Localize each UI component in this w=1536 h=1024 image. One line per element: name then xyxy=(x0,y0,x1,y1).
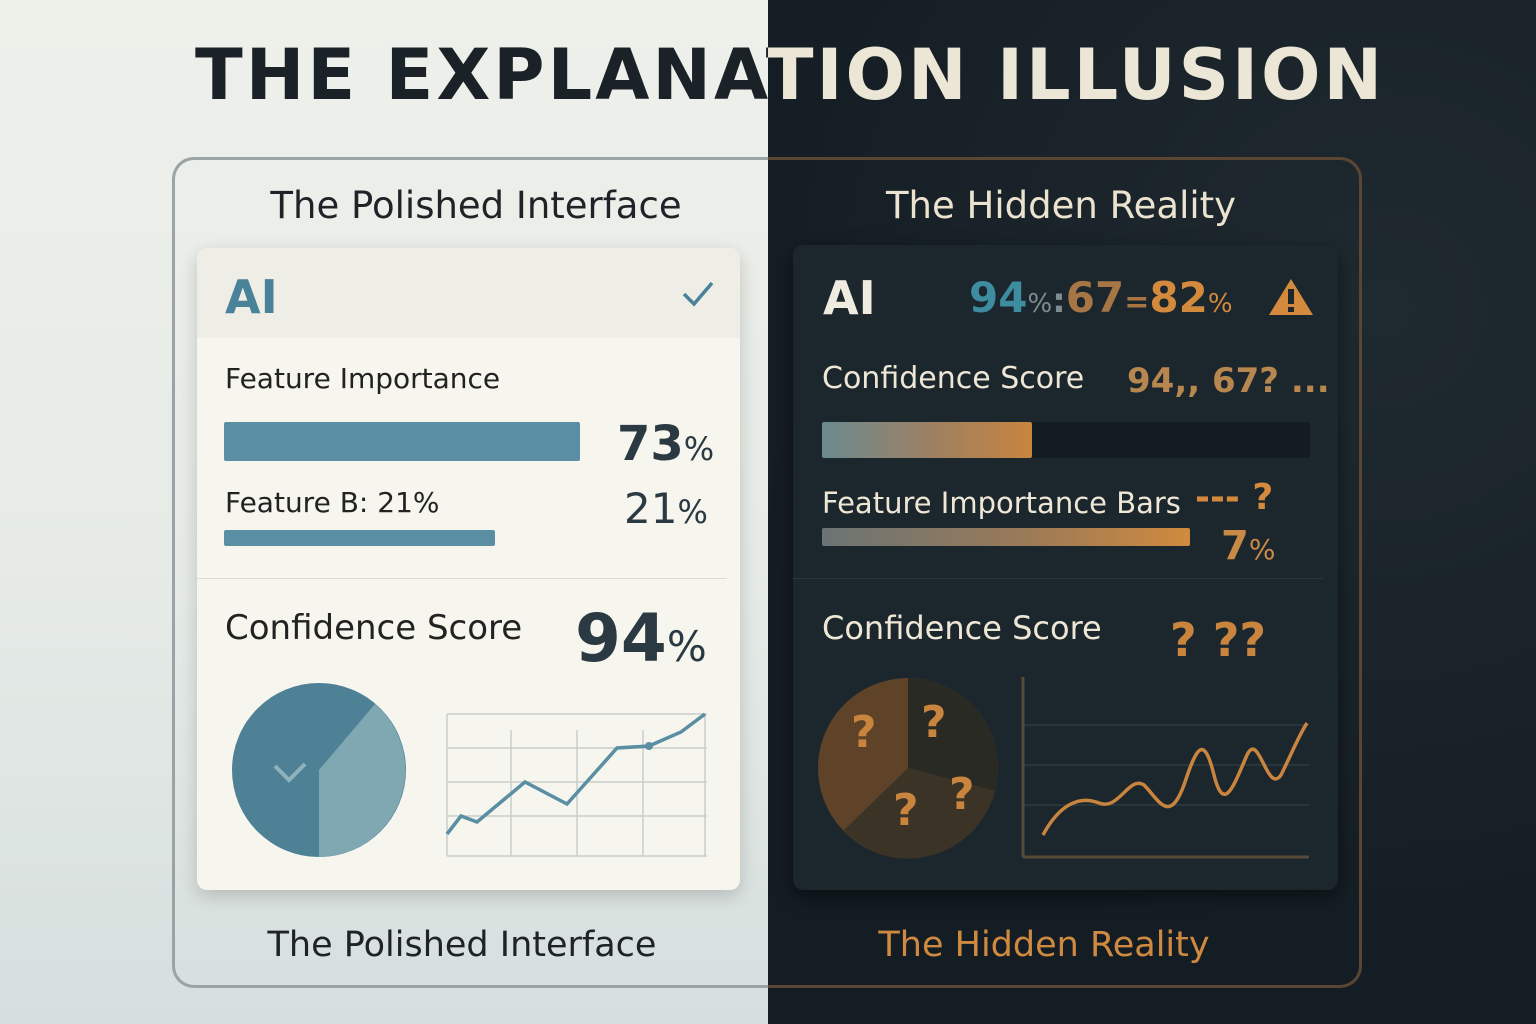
feature-b-value: 21% xyxy=(624,484,708,533)
feature-value: 7% xyxy=(1221,523,1276,569)
feature-marker: --- ? xyxy=(1195,477,1274,518)
left-frame xyxy=(172,157,768,988)
feature-importance-bars-label: Feature Importance Bars xyxy=(822,486,1181,520)
ai-logo: AI xyxy=(225,270,278,324)
pie-question-mark: ? xyxy=(921,697,947,748)
check-icon xyxy=(682,281,714,307)
left-heading: The Polished Interface xyxy=(270,184,682,227)
ai-logo: AI xyxy=(823,271,876,325)
feature-bar xyxy=(822,528,1190,546)
trend-line-chart xyxy=(445,712,707,857)
erratic-line-chart xyxy=(1021,677,1309,859)
pie-question-mark: ? xyxy=(893,785,919,836)
pie-question-mark: ? xyxy=(851,707,877,758)
conflicting-readout: 94%:67=82% xyxy=(969,273,1233,322)
warning-icon xyxy=(1269,279,1313,315)
pie-slice-secondary xyxy=(319,704,406,857)
confidence-values: 94,, 67? ... xyxy=(1127,361,1330,401)
confidence-pie xyxy=(232,683,406,857)
trend-point xyxy=(645,742,653,750)
card-header xyxy=(197,248,740,338)
right-heading: The Hidden Reality xyxy=(885,184,1237,227)
feature-b-bar xyxy=(224,530,495,546)
confidence-label-2: Confidence Score xyxy=(822,609,1102,647)
divider xyxy=(793,578,1323,579)
hidden-card: AI 94%:67=82% Confidence Score 94,, 67? … xyxy=(793,245,1338,890)
trend-line xyxy=(445,712,707,836)
pie-question-mark: ? xyxy=(949,769,975,820)
confidence-unknown: ? ?? xyxy=(1170,613,1267,667)
divider xyxy=(197,578,727,579)
feature-importance-label: Feature Importance xyxy=(225,362,501,395)
left-footer: The Polished Interface xyxy=(267,925,657,965)
chart-grid xyxy=(446,713,707,857)
erratic-line xyxy=(1041,722,1309,836)
right-footer: The Hidden Reality xyxy=(878,925,1210,965)
confidence-label: Confidence Score xyxy=(822,361,1085,396)
confidence-label: Confidence Score xyxy=(225,608,523,648)
right-frame xyxy=(768,157,1362,988)
polished-card: AI Feature Importance 73% Feature B: 21%… xyxy=(197,248,740,890)
pie-check-icon xyxy=(273,762,307,783)
feature-b-label: Feature B: 21% xyxy=(225,486,440,519)
confidence-bar-fill xyxy=(822,422,1032,458)
pie-slice-mid xyxy=(843,768,995,859)
pie-slice-dark xyxy=(908,678,998,791)
confidence-value: 94% xyxy=(575,600,707,677)
feature-a-value: 73% xyxy=(617,416,715,472)
uncertain-pie xyxy=(818,678,998,859)
feature-a-bar xyxy=(224,422,580,461)
